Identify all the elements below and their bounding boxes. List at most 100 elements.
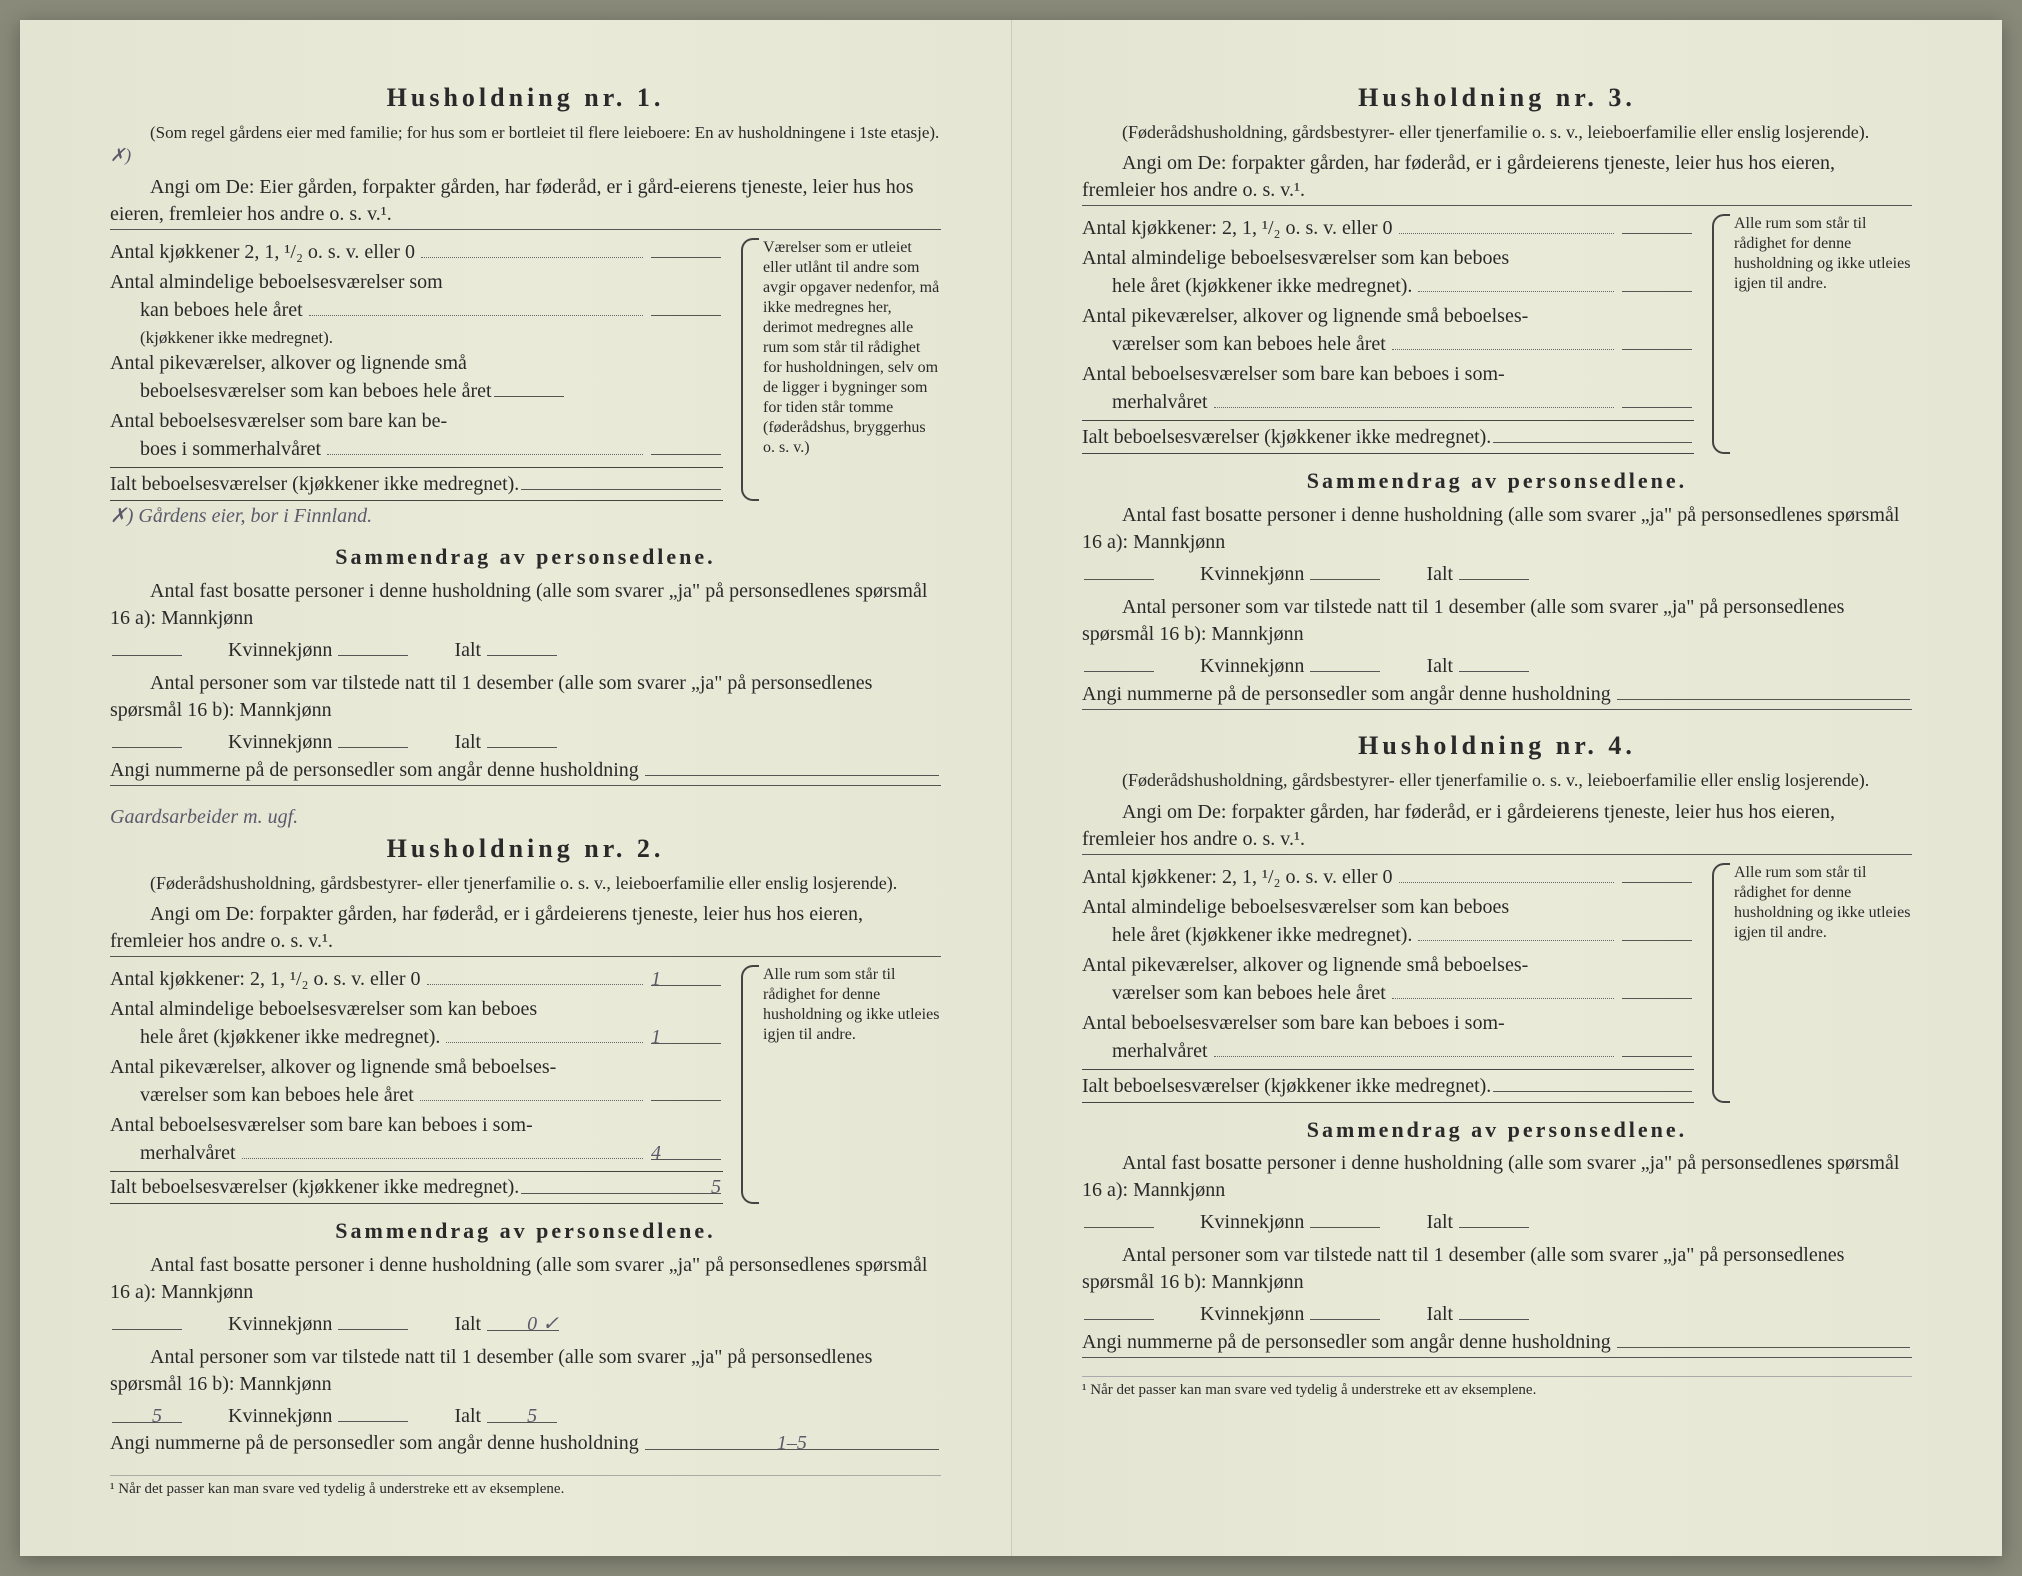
document-spread: Husholdning nr. 1. (Som regel gårdens ei… (20, 20, 2002, 1556)
h3-sidenote: Alle rum som står til rådighet for denne… (1712, 214, 1912, 454)
h4-r1: Antal kjøkkener: 2, 1, ¹/₂ o. s. v. elle… (1082, 864, 1393, 891)
h3-s1-text: Antal fast bosatte personer i denne hush… (1082, 502, 1912, 556)
h1-sidenote: Værelser som er utleiet eller utlånt til… (741, 238, 941, 501)
h1-s3: Angi nummerne på de personsedler som ang… (110, 756, 941, 786)
h1-sammendrag-title: Sammendrag av personsedlene. (110, 542, 941, 572)
h3-block: Antal kjøkkener: 2, 1, ¹/₂ o. s. v. elle… (1082, 214, 1912, 454)
h4-s2: Antal personer som var tilstede natt til… (1082, 1242, 1912, 1328)
h2-s2-text: Antal personer som var tilstede natt til… (110, 1344, 941, 1398)
h1-paren-text: (Som regel gårdens eier med familie; for… (150, 123, 939, 142)
h1-r4b: boes i sommerhalvåret (140, 436, 321, 463)
h2-ialtv: 5 (521, 1174, 721, 1194)
h3-r4a: Antal beboelsesværelser som bare kan beb… (1082, 363, 1505, 385)
h2-s1b: Kvinnekjønn (188, 1311, 332, 1338)
h1-lines: Antal kjøkkener 2, 1, ¹/₂ o. s. v. eller… (110, 238, 723, 501)
h1-r3b: beboelsesværelser som kan beboes hele år… (140, 378, 492, 405)
h2-title: Husholdning nr. 2. (110, 831, 941, 866)
h1-s1: Antal fast bosatte personer i denne hush… (110, 578, 941, 664)
h4-paren: (Føderådshusholdning, gårdsbestyrer- ell… (1082, 769, 1912, 792)
h3-r4b: merhalvåret (1112, 389, 1208, 416)
h3-s3: Angi nummerne på de personsedler som ang… (1082, 680, 1912, 710)
h2-lines: Antal kjøkkener: 2, 1, ¹/₂ o. s. v. elle… (110, 965, 723, 1204)
h1-s1b: Kvinnekjønn (188, 637, 332, 664)
h3-s2c: Ialt (1386, 653, 1453, 680)
h1-title: Husholdning nr. 1. (110, 80, 941, 115)
h2-s2: Antal personer som var tilstede natt til… (110, 1344, 941, 1430)
h4-angiv: Angi om De: forpakter gården, har føderå… (1082, 799, 1912, 855)
h4-s1c: Ialt (1386, 1209, 1453, 1236)
right-footnote: ¹ Når det passer kan man svare ved tydel… (1082, 1376, 1912, 1400)
h4-side-text: Alle rum som står til rådighet for denne… (1734, 864, 1910, 941)
h1-xmark: ✗) (110, 145, 131, 165)
h3-s3-text: Angi nummerne på de personsedler som ang… (1082, 681, 1611, 708)
h3-s2-text: Antal personer som var tilstede natt til… (1082, 594, 1912, 648)
h4-r4a: Antal beboelsesværelser som bare kan beb… (1082, 1012, 1505, 1034)
h3-r1: Antal kjøkkener: 2, 1, ¹/₂ o. s. v. elle… (1082, 215, 1393, 242)
h4-r4b: merhalvåret (1112, 1038, 1208, 1065)
h2-r2b: hele året (kjøkkener ikke medregnet). (140, 1024, 440, 1051)
h2-s1cv: 0 ✓ (487, 1311, 559, 1331)
h1-side-text: Værelser som er utleiet eller utlånt til… (763, 239, 939, 456)
h2-sammendrag-title: Sammendrag av personsedlene. (110, 1216, 941, 1246)
h1-r1: Antal kjøkkener 2, 1, ¹/₂ o. s. v. eller… (110, 239, 415, 266)
h3-angiv: Angi om De: forpakter gården, har føderå… (1082, 150, 1912, 206)
h4-s3: Angi nummerne på de personsedler som ang… (1082, 1328, 1912, 1358)
h2-s1: Antal fast bosatte personer i denne hush… (110, 1252, 941, 1338)
household-1: Husholdning nr. 1. (Som regel gårdens ei… (110, 80, 941, 786)
h2-r3a: Antal pikeværelser, alkover og lignende … (110, 1056, 556, 1078)
h2-s3: Angi nummerne på de personsedler som ang… (110, 1430, 941, 1457)
h4-s2b: Kvinnekjønn (1160, 1301, 1304, 1328)
h2-r1v: 1 (651, 966, 721, 986)
household-4: Husholdning nr. 4. (Føderådshusholdning,… (1082, 728, 1912, 1358)
brace-icon (1712, 214, 1730, 454)
h1-s1c: Ialt (414, 637, 481, 664)
h2-s2iv: 5 (487, 1403, 557, 1423)
h1-r2b: kan beboes hele året (140, 297, 303, 324)
h4-lines: Antal kjøkkener: 2, 1, ¹/₂ o. s. v. elle… (1082, 863, 1694, 1103)
h4-s1: Antal fast bosatte personer i denne hush… (1082, 1150, 1912, 1236)
h3-ialt: Ialt beboelsesværelser (kjøkkener ikke m… (1082, 424, 1491, 451)
h3-r3a: Antal pikeværelser, alkover og lignende … (1082, 305, 1528, 327)
h1-s2b: Kvinnekjønn (188, 729, 332, 756)
h3-s1: Antal fast bosatte personer i denne hush… (1082, 502, 1912, 588)
h4-r3b: værelser som kan beboes hele året (1112, 980, 1386, 1007)
h1-r3a: Antal pikeværelser, alkover og lignende … (110, 352, 467, 374)
h4-r3a: Antal pikeværelser, alkover og lignende … (1082, 954, 1528, 976)
h2-s2c: Ialt (414, 1403, 481, 1430)
household-3: Husholdning nr. 3. (Føderådshusholdning,… (1082, 80, 1912, 710)
h2-r3b: værelser som kan beboes hele året (140, 1082, 414, 1109)
brace-icon (741, 965, 759, 1204)
h4-ialt: Ialt beboelsesværelser (kjøkkener ikke m… (1082, 1073, 1491, 1100)
h3-paren: (Føderådshusholdning, gårdsbestyrer- ell… (1082, 121, 1912, 144)
household-2: Gaardsarbeider m. ugf. Husholdning nr. 2… (110, 804, 941, 1457)
h2-r4b: merhalvåret (140, 1140, 236, 1167)
h3-side-text: Alle rum som står til rådighet for denne… (1734, 215, 1910, 292)
h2-side-text: Alle rum som står til rådighet for denne… (763, 966, 939, 1043)
h3-r2a: Antal almindelige beboelsesværelser som … (1082, 247, 1509, 269)
h1-s2-text: Antal personer som var tilstede natt til… (110, 670, 941, 724)
h4-sidenote: Alle rum som står til rådighet for denne… (1712, 863, 1912, 1103)
h2-hand-pre: Gaardsarbeider m. ugf. (110, 804, 941, 831)
h1-s1-text: Antal fast bosatte personer i denne hush… (110, 578, 941, 632)
h2-s1c: Ialt (414, 1311, 481, 1338)
h3-s1b: Kvinnekjønn (1160, 561, 1304, 588)
h3-s2: Antal personer som var tilstede natt til… (1082, 594, 1912, 680)
h2-r4a: Antal beboelsesværelser som bare kan beb… (110, 1114, 533, 1136)
left-footnote: ¹ Når det passer kan man svare ved tydel… (110, 1475, 941, 1499)
h4-block: Antal kjøkkener: 2, 1, ¹/₂ o. s. v. elle… (1082, 863, 1912, 1103)
h3-title: Husholdning nr. 3. (1082, 80, 1912, 115)
h2-s2b: Kvinnekjønn (188, 1403, 332, 1430)
brace-icon (741, 238, 759, 501)
h1-s3-text: Angi nummerne på de personsedler som ang… (110, 757, 639, 784)
h2-ialt: Ialt beboelsesværelser (kjøkkener ikke m… (110, 1174, 519, 1201)
h2-angiv: Angi om De: forpakter gården, har føderå… (110, 901, 941, 957)
h1-ialt: Ialt beboelsesværelser (kjøkkener ikke m… (110, 471, 519, 498)
h1-block: Antal kjøkkener 2, 1, ¹/₂ o. s. v. eller… (110, 238, 941, 501)
h2-r4v: 4 (651, 1140, 721, 1160)
left-page: Husholdning nr. 1. (Som regel gårdens ei… (20, 20, 1011, 1556)
h1-r4a: Antal beboelsesværelser som bare kan be- (110, 410, 447, 432)
right-page: Husholdning nr. 3. (Føderådshusholdning,… (1011, 20, 2002, 1556)
h4-s2-text: Antal personer som var tilstede natt til… (1082, 1242, 1912, 1296)
h3-sammendrag-title: Sammendrag av personsedlene. (1082, 466, 1912, 496)
h1-handnote: ✗) Gårdens eier, bor i Finnland. (110, 503, 941, 530)
